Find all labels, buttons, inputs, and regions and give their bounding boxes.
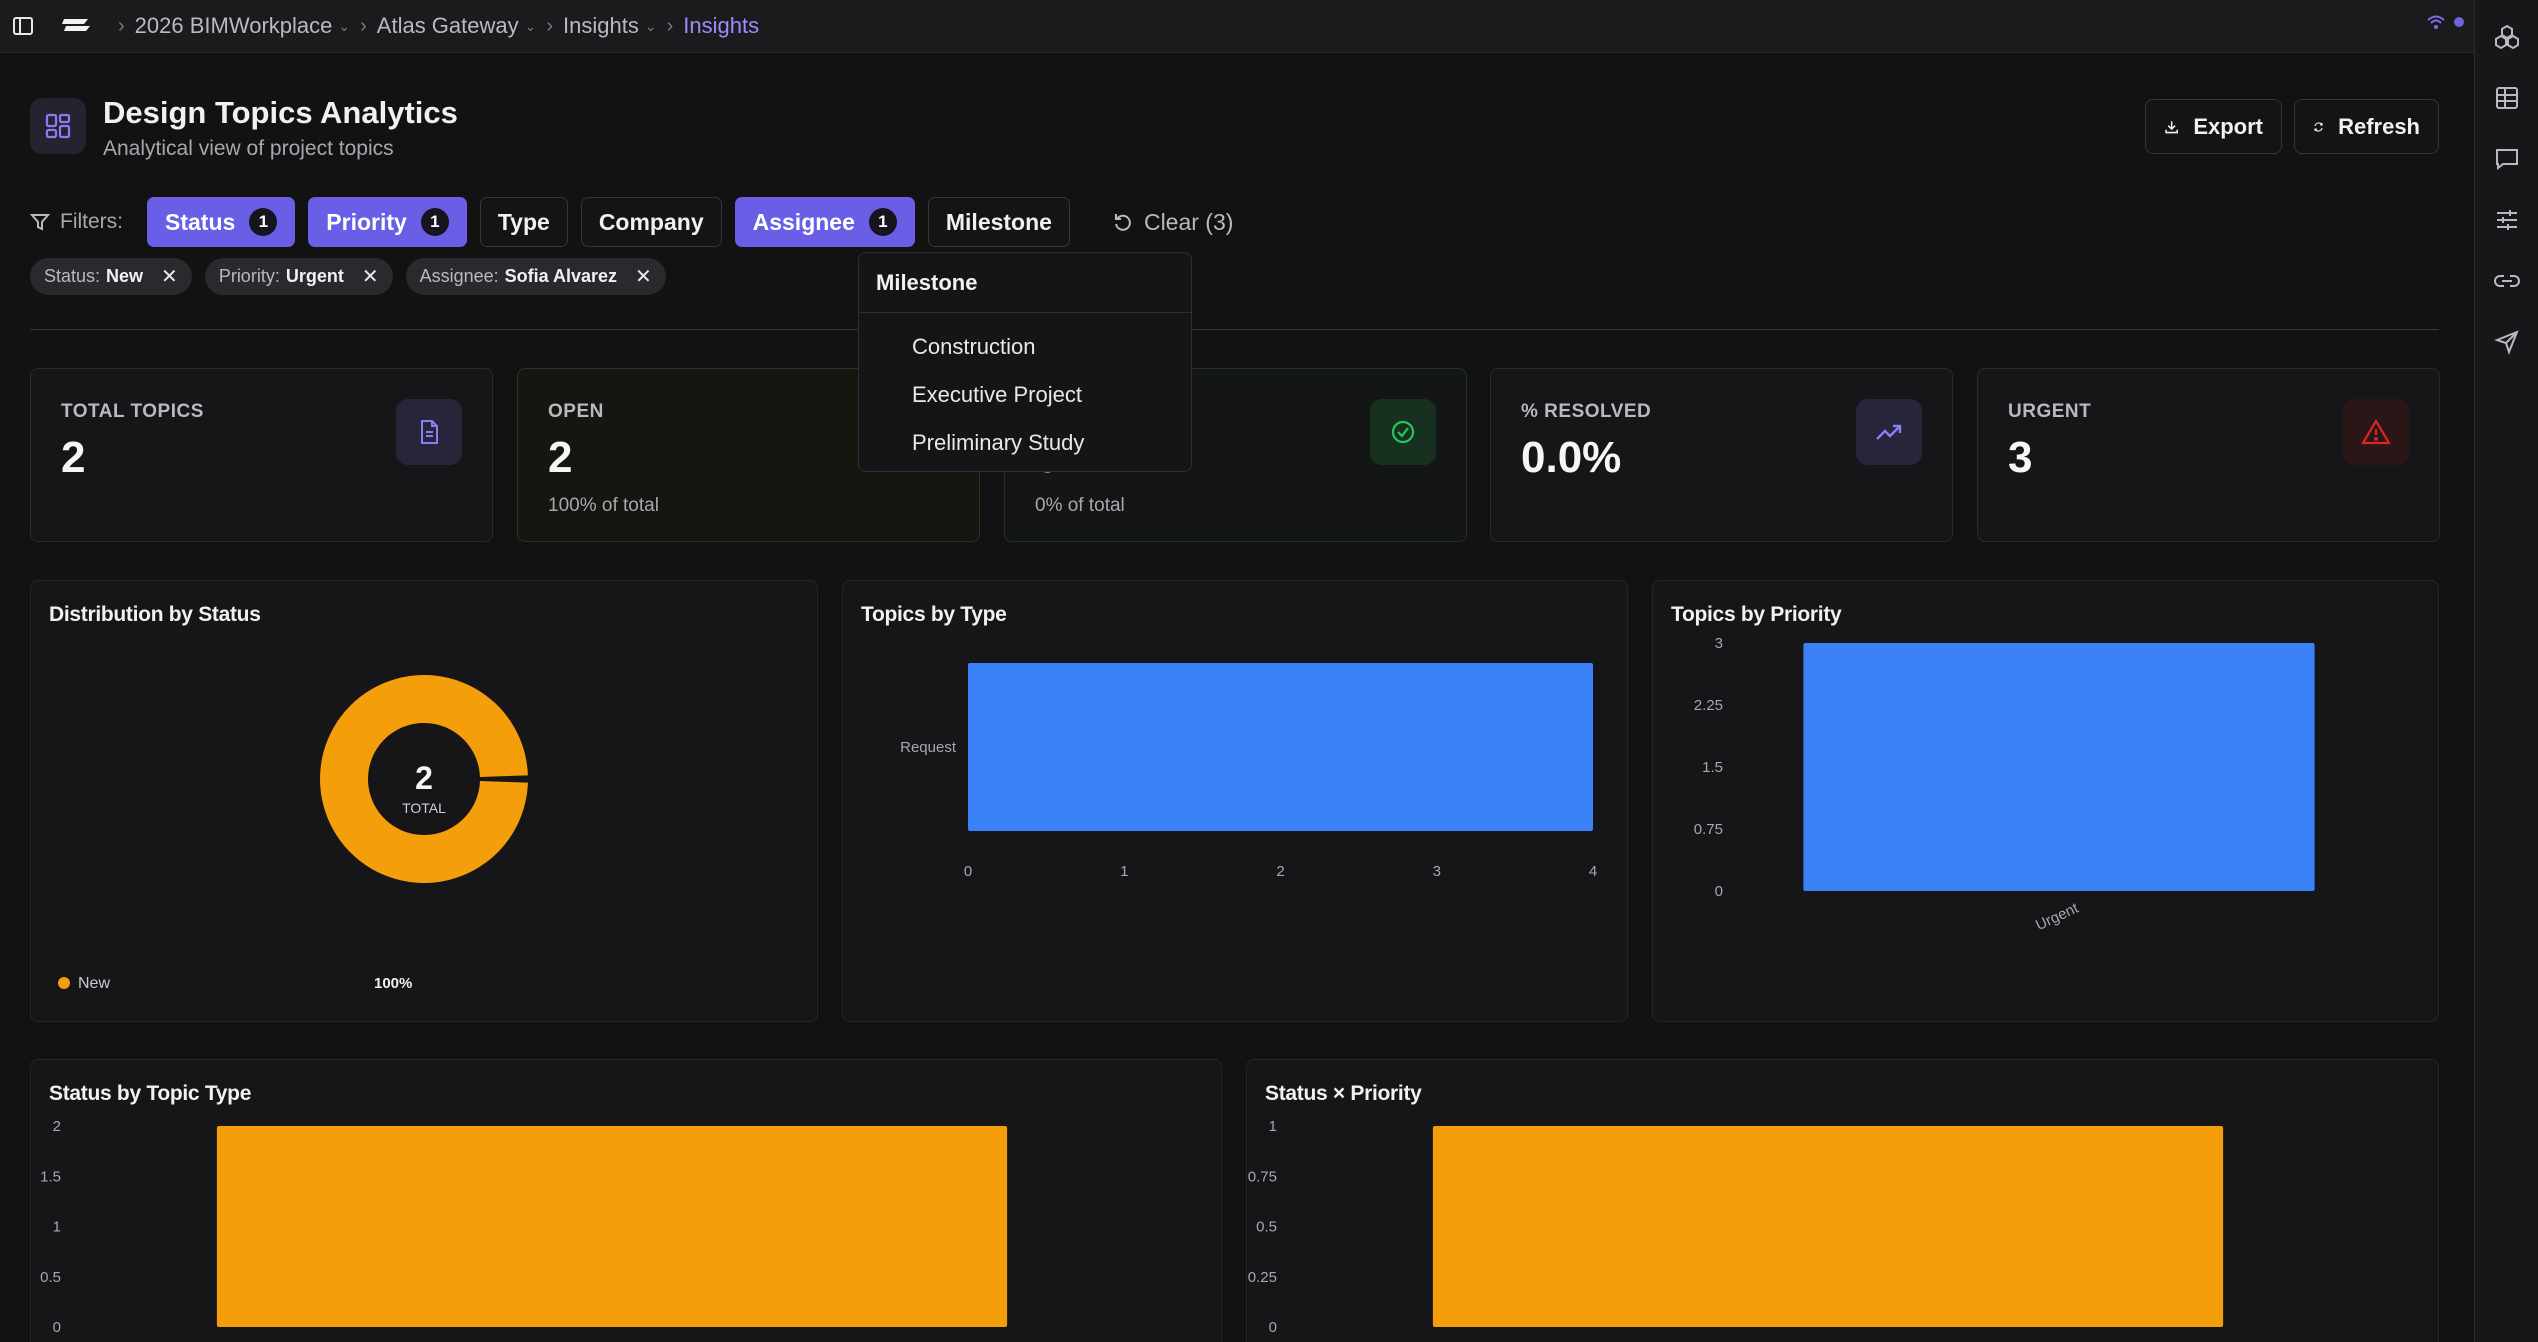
- page-title: Design Topics Analytics: [103, 95, 458, 130]
- app-logo-icon[interactable]: [60, 15, 94, 37]
- reset-icon: [1114, 214, 1131, 231]
- x-tick-label: 0: [964, 863, 972, 880]
- connection-status: [2426, 14, 2464, 30]
- check-circle-icon: [1370, 399, 1436, 465]
- bar: [968, 663, 1593, 831]
- active-filter-tag: Status: New ✕: [30, 258, 192, 295]
- x-tick-label: 1: [1120, 863, 1128, 880]
- milestone-option[interactable]: Preliminary Study: [912, 430, 1085, 455]
- table-icon[interactable]: [2492, 83, 2522, 113]
- active-filter-tags: Status: New ✕ Priority: Urgent ✕ Assignee:…: [30, 258, 666, 295]
- legend-percent: 100%: [374, 975, 412, 992]
- y-tick-label: 0.25: [1248, 1269, 1277, 1286]
- y-tick-label: 0.5: [1256, 1219, 1277, 1236]
- y-tick-label: 0.5: [40, 1269, 61, 1286]
- close-icon[interactable]: ✕: [161, 266, 178, 288]
- link-icon[interactable]: [2492, 266, 2522, 296]
- y-tick-label: 1: [1269, 1118, 1277, 1135]
- breadcrumb-item-workplace[interactable]: › 2026 BIMWorkplace ⌄: [118, 13, 351, 38]
- x-tick-label: 4: [1589, 863, 1597, 880]
- chart-status-by-topic-type: 0 0.5 1 1.5 2 Status by Topic Type: [30, 1059, 1222, 1342]
- kpi-urgent: URGENT 3: [1977, 368, 2440, 542]
- breadcrumb: › 2026 BIMWorkplace ⌄ › Atlas Gateway ⌄ › Ins…: [60, 13, 759, 39]
- export-button[interactable]: Export: [2145, 99, 2282, 154]
- page-subtitle: Analytical view of project topics: [103, 137, 394, 160]
- donut-center-value: 2: [415, 760, 433, 796]
- breadcrumb-item-current: › Insights: [666, 13, 760, 38]
- y-tick-label: 1.5: [1702, 759, 1723, 776]
- sidebar-toggle-icon[interactable]: [12, 15, 34, 37]
- y-tick-label: 1.5: [40, 1168, 61, 1185]
- cubes-icon[interactable]: [2492, 22, 2522, 52]
- close-icon[interactable]: ✕: [361, 266, 379, 288]
- y-tick-label: 0: [53, 1319, 61, 1336]
- y-tick-label: 2: [53, 1118, 61, 1135]
- chart-topics-by-type: Request 0 1 2 3 4 Topics by Type: [842, 580, 1628, 1022]
- milestone-dropdown: Milestone Construction Executive Project…: [858, 252, 1192, 472]
- y-tick-label: 3: [1715, 635, 1723, 652]
- trending-up-icon: [1856, 399, 1922, 465]
- divider: [30, 329, 2439, 330]
- dropdown-title: Milestone: [859, 253, 1191, 313]
- bar: [1803, 643, 2315, 891]
- x-tick-label: 2: [1276, 863, 1284, 880]
- sliders-icon[interactable]: [2492, 205, 2522, 235]
- milestone-option[interactable]: Construction: [912, 334, 1036, 359]
- filter-chip-type[interactable]: Type: [479, 197, 568, 247]
- send-icon[interactable]: [2492, 327, 2522, 357]
- y-tick-label: Request: [900, 739, 957, 756]
- bar: [1432, 1126, 2224, 1327]
- document-icon: [396, 399, 462, 465]
- chevron-down-icon: ⌄: [338, 17, 351, 34]
- download-icon: [2165, 120, 2178, 133]
- filter-icon: [30, 214, 50, 231]
- top-bar: › 2026 BIMWorkplace ⌄ › Atlas Gateway ⌄ › Ins…: [0, 0, 2474, 53]
- dashboard-icon: [30, 98, 86, 154]
- chart-topics-by-priority: 0 0.75 1.5 2.25 3 Urgent Topics by Priority: [1652, 580, 2439, 1022]
- wifi-icon: [2427, 15, 2445, 29]
- donut-center-label: TOTAL: [402, 800, 446, 816]
- active-filter-tag: Assignee: Sofia Alvarez ✕: [405, 258, 666, 295]
- x-tick-label: 3: [1433, 863, 1441, 880]
- chart-distribution-by-status: 2 TOTAL New 100% Distribution by Status: [30, 580, 818, 1022]
- filter-chip-company[interactable]: Company: [580, 197, 722, 247]
- filter-chip-status[interactable]: Status 1: [147, 197, 296, 247]
- refresh-icon: [2314, 121, 2323, 132]
- chat-icon[interactable]: [2492, 144, 2522, 174]
- breadcrumb-item-project[interactable]: › Atlas Gateway ⌄: [360, 13, 537, 38]
- chevron-down-icon: ⌄: [644, 17, 657, 34]
- milestone-option[interactable]: Executive Project: [912, 382, 1082, 407]
- filter-chip-milestone[interactable]: Milestone: [927, 197, 1070, 247]
- filter-count-badge: 1: [249, 208, 278, 236]
- breadcrumb-item-insights[interactable]: › Insights ⌄: [546, 13, 657, 38]
- close-icon[interactable]: ✕: [635, 266, 652, 288]
- warning-icon: [2343, 399, 2409, 465]
- y-tick-label: 0: [1715, 883, 1723, 900]
- chevron-down-icon: ⌄: [524, 17, 537, 34]
- y-tick-label: 2.25: [1694, 697, 1723, 714]
- filter-chip-assignee[interactable]: Assignee 1: [734, 197, 915, 247]
- filter-chip-priority[interactable]: Priority 1: [308, 197, 467, 247]
- y-tick-label: 1: [53, 1219, 61, 1236]
- right-rail: [2474, 0, 2538, 1342]
- filter-bar: Filters: Status 1 Priority 1 Type Compan…: [30, 197, 1263, 247]
- kpi-total-topics: TOTAL TOPICS 2: [30, 368, 493, 542]
- y-tick-label: 0: [1269, 1319, 1277, 1336]
- pie-slice: [320, 675, 528, 883]
- filter-count-badge: 1: [868, 208, 897, 236]
- active-filter-tag: Priority: Urgent ✕: [204, 258, 393, 295]
- bar: [216, 1126, 1008, 1327]
- y-tick-label: 0.75: [1248, 1168, 1277, 1185]
- refresh-button[interactable]: Refresh: [2294, 99, 2439, 154]
- filter-count-badge: 1: [420, 208, 449, 236]
- x-tick-label: Urgent: [2033, 899, 2082, 934]
- clear-filters-button[interactable]: Clear (3): [1095, 197, 1250, 247]
- legend-label: New: [78, 975, 110, 992]
- y-tick-label: 0.75: [1694, 821, 1723, 838]
- filters-label: Filters:: [30, 210, 123, 234]
- legend-swatch: [58, 977, 70, 989]
- chart-status-x-priority: 0 0.25 0.5 0.75 1 Status × Priority: [1246, 1059, 2439, 1342]
- kpi-percent-resolved: % RESOLVED 0.0%: [1490, 368, 1953, 542]
- status-dot: [2454, 17, 2464, 27]
